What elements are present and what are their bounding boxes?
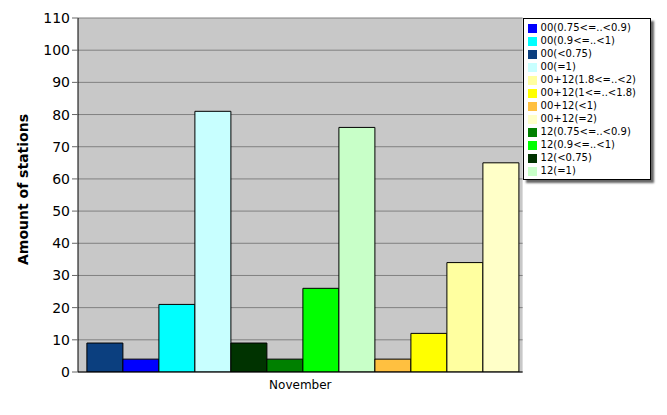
svg-text:80: 80 xyxy=(52,107,70,123)
svg-text:100: 100 xyxy=(43,42,70,58)
html-text:00+12(<1): 00+12(<1) xyxy=(540,100,597,111)
html-text:00(0.75<=..<0.9): 00(0.75<=..<0.9) xyxy=(540,22,631,33)
html-text:12(<0.75): 12(<0.75) xyxy=(540,152,592,163)
svg-text:40: 40 xyxy=(52,235,70,251)
html-text:00+12(=2): 00+12(=2) xyxy=(540,113,597,124)
html-text:00(=1): 00(=1) xyxy=(540,61,576,72)
svg-text:60: 60 xyxy=(52,171,70,187)
svg-text:30: 30 xyxy=(52,267,70,283)
html-text:00(0.9<=..<1): 00(0.9<=..<1) xyxy=(540,35,615,46)
html-text:12(0.9<=..<1): 12(0.9<=..<1) xyxy=(540,139,615,150)
html-text:00+12(1.8<=..<2): 00+12(1.8<=..<2) xyxy=(540,74,636,85)
svg-text:70: 70 xyxy=(52,139,70,155)
svg-text:0: 0 xyxy=(61,364,70,380)
html-text:00(<0.75): 00(<0.75) xyxy=(540,48,592,59)
svg-text:20: 20 xyxy=(52,300,70,316)
html-text:12(=1): 12(=1) xyxy=(540,165,576,176)
svg-text:50: 50 xyxy=(52,203,70,219)
svg-text:90: 90 xyxy=(52,74,70,90)
html-text:00+12(1<=..<1.8): 00+12(1<=..<1.8) xyxy=(540,87,636,98)
svg-text:110: 110 xyxy=(43,10,70,26)
html-text:12(0.75<=..<0.9): 12(0.75<=..<0.9) xyxy=(540,126,631,137)
svg-text:Amount of stations: Amount of stations xyxy=(15,114,31,265)
svg-text:November: November xyxy=(269,378,331,392)
svg-text:10: 10 xyxy=(52,332,70,348)
